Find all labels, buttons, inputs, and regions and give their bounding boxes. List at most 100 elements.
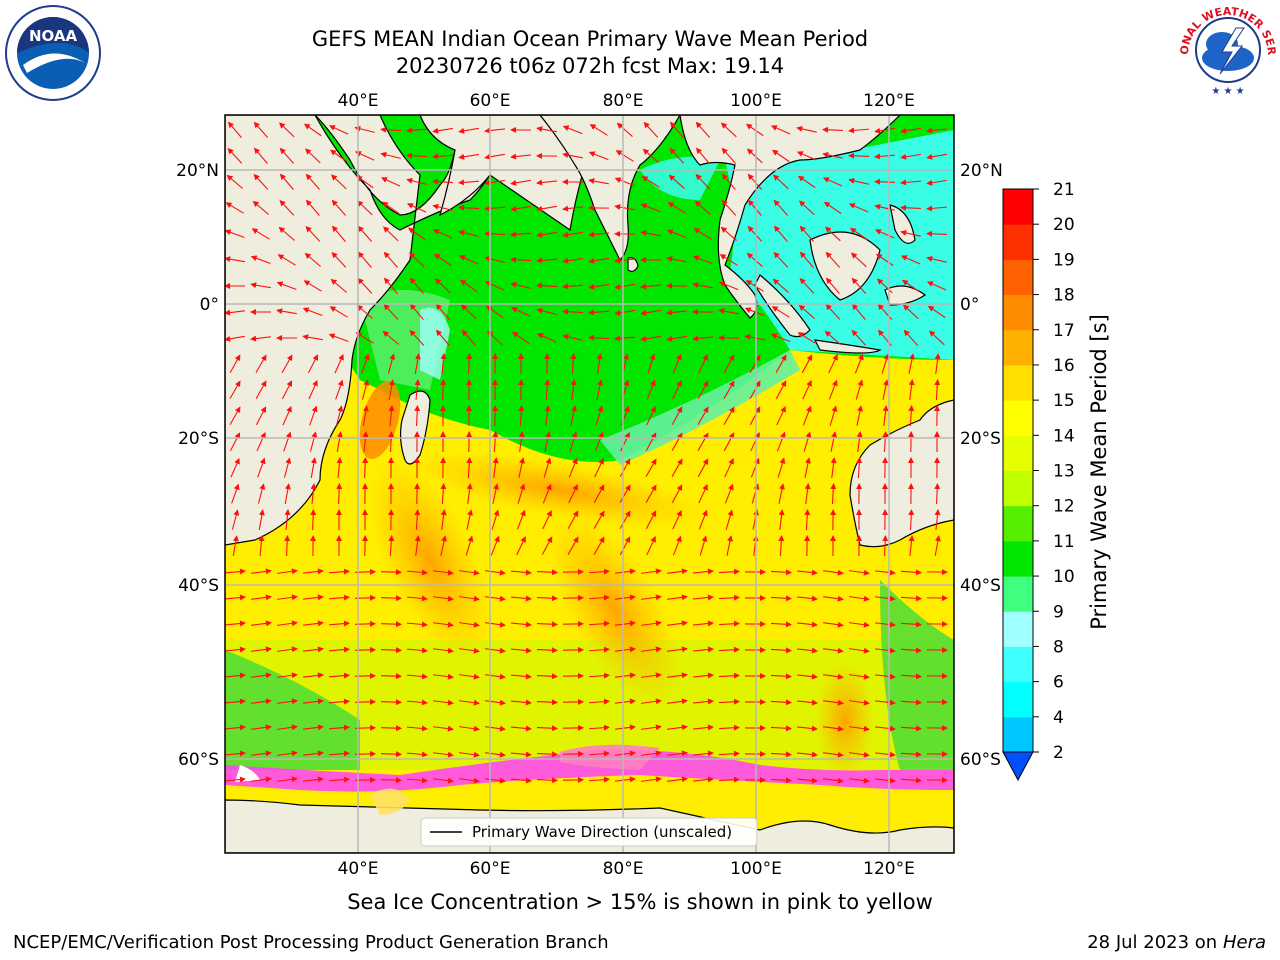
wave-arrow xyxy=(458,204,480,211)
wave-arrow xyxy=(619,536,631,556)
wave-arrow xyxy=(588,283,609,290)
wave-arrow xyxy=(595,405,604,426)
wave-arrow xyxy=(440,353,447,375)
wave-arrow xyxy=(225,724,246,731)
wave-arrow xyxy=(459,621,480,628)
wave-arrow xyxy=(518,431,525,452)
wave-arrow xyxy=(823,673,844,680)
wave-arrow xyxy=(588,178,609,185)
wave-arrow xyxy=(849,647,870,654)
lon-label: 60°E xyxy=(470,91,511,111)
wave-arrow xyxy=(303,724,324,731)
wave-arrow xyxy=(357,251,372,269)
wave-arrow xyxy=(692,750,714,757)
wave-arrow xyxy=(380,151,401,159)
footer-right: 28 Jul 2023 on Hera xyxy=(1087,932,1266,953)
wave-arrow xyxy=(695,147,710,165)
wave-arrow xyxy=(536,725,558,732)
wave-arrow xyxy=(225,646,246,653)
wave-arrow xyxy=(510,595,532,602)
wave-arrow xyxy=(329,306,348,318)
wave-arrow xyxy=(536,569,558,576)
wave-arrow xyxy=(640,203,661,213)
wave-arrow xyxy=(824,330,841,346)
wave-arrow xyxy=(543,457,552,478)
wave-arrow xyxy=(849,699,870,706)
wave-arrow xyxy=(825,303,841,320)
wave-arrow xyxy=(776,406,786,426)
wave-arrow xyxy=(283,431,292,452)
wave-arrow xyxy=(380,751,402,758)
wave-arrow xyxy=(615,620,636,627)
colorbar-swatch xyxy=(1003,681,1033,718)
colorbar-swatch xyxy=(1003,540,1033,577)
wave-direction-arrows xyxy=(225,121,948,784)
colorbar-tick-label: 6 xyxy=(1053,673,1064,693)
wave-arrow xyxy=(615,698,636,705)
wave-arrow xyxy=(569,431,578,452)
colorbar-tick-label: 20 xyxy=(1053,215,1075,235)
wave-arrow xyxy=(750,432,760,452)
wave-arrow xyxy=(536,751,558,758)
wave-arrow xyxy=(778,535,785,557)
wave-arrow xyxy=(773,199,789,216)
wave-arrow xyxy=(570,405,577,426)
wave-arrow xyxy=(253,173,269,190)
wave-arrow xyxy=(640,283,661,290)
wave-arrow xyxy=(536,621,558,628)
wave-arrow xyxy=(692,672,714,679)
wave-arrow xyxy=(544,405,551,426)
wave-arrow xyxy=(409,252,425,268)
wave-arrow xyxy=(304,252,321,267)
wave-arrow xyxy=(900,725,922,732)
wave-arrow xyxy=(461,329,477,346)
wave-arrow xyxy=(459,699,480,706)
wave-arrow xyxy=(227,121,242,139)
wave-arrow xyxy=(798,200,815,216)
wave-arrow xyxy=(490,535,500,556)
wave-arrow xyxy=(440,379,447,401)
wave-arrow xyxy=(615,672,636,679)
wave-arrow xyxy=(536,307,557,315)
wave-arrow xyxy=(641,672,662,679)
wave-arrow xyxy=(614,283,635,290)
wave-arrow xyxy=(303,594,324,601)
wave-arrow xyxy=(646,379,656,400)
wave-arrow xyxy=(744,307,765,317)
wave-arrow xyxy=(615,594,636,601)
wave-arrow xyxy=(406,699,428,706)
wave-arrow xyxy=(433,699,454,706)
lat-label: 60°S xyxy=(178,750,219,770)
wave-arrow xyxy=(435,303,451,320)
wave-arrow xyxy=(281,354,293,373)
wave-arrow xyxy=(227,147,243,164)
wave-arrow xyxy=(458,127,479,134)
noaa-logo-text: NOAA xyxy=(29,27,78,45)
wave-arrow xyxy=(645,458,657,477)
wave-arrow xyxy=(615,646,636,653)
wave-arrow xyxy=(542,510,552,530)
wave-arrow xyxy=(433,595,454,602)
wave-arrow xyxy=(511,307,531,317)
wave-arrow xyxy=(542,483,552,504)
wave-arrow xyxy=(562,205,583,212)
grid-lines xyxy=(225,115,954,853)
wave-arrow xyxy=(231,509,240,530)
wave-arrow xyxy=(672,510,682,530)
wave-arrow xyxy=(382,330,399,345)
wave-arrow xyxy=(718,281,739,291)
wave-arrow xyxy=(928,330,945,346)
wave-arrow xyxy=(744,334,765,341)
wave-arrow xyxy=(619,458,631,478)
wave-arrow xyxy=(875,569,896,576)
wave-arrow xyxy=(588,568,610,575)
wave-arrow xyxy=(328,750,350,757)
wave-arrow xyxy=(770,777,792,784)
wave-arrow xyxy=(900,777,922,784)
wave-arrow xyxy=(828,379,838,400)
colorbar-swatch xyxy=(1003,400,1033,436)
wave-arrow xyxy=(253,121,269,138)
wave-arrow xyxy=(588,672,610,679)
footer-date: 28 Jul 2023 on xyxy=(1087,932,1223,953)
wave-arrow xyxy=(828,354,838,374)
